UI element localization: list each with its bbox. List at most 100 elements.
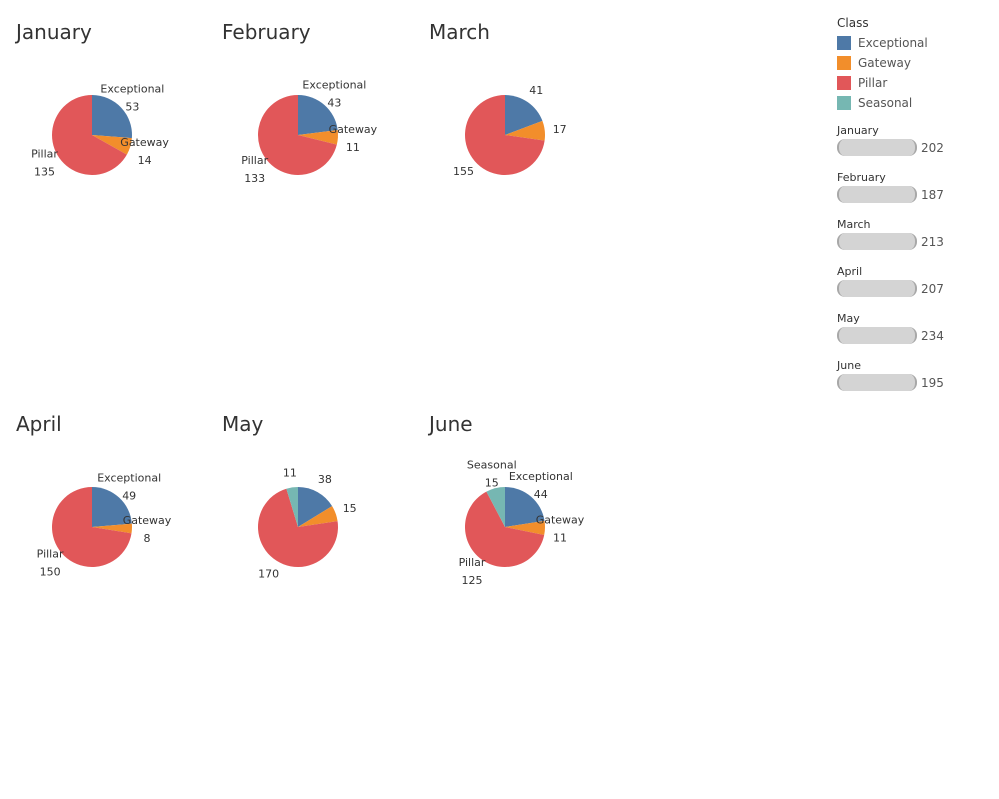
pie-slice-gateway[interactable] [92, 135, 132, 155]
slice-label-name: Gateway [120, 136, 169, 149]
filter-label: June [837, 359, 861, 372]
pie-svg: 38 15 170 11 [257, 467, 357, 581]
slice-label-name: Pillar [459, 556, 486, 569]
filter-label: May [837, 312, 860, 325]
pie-slice-pillar[interactable] [464, 491, 545, 567]
pie-slice-gateway[interactable] [298, 129, 338, 145]
pie-svg: Exceptional 49 Gateway 8 Pillar 150 [37, 472, 172, 579]
pie-svg: Exceptional 44 Gateway 11 Pillar 125 Seasonal 1… [459, 459, 585, 587]
slice-label-value: 125 [462, 574, 483, 587]
slice-label-value: 53 [125, 101, 139, 114]
pie-slice-gateway[interactable] [92, 523, 132, 534]
legend-item-seasonal[interactable]: Seasonal [837, 93, 987, 113]
legend-label: Pillar [858, 76, 888, 90]
slice-label-name: Pillar [31, 148, 58, 161]
pie-slice-exceptional[interactable] [92, 487, 132, 527]
slice-label-value: 170 [258, 568, 279, 581]
chart-title: January [16, 20, 92, 44]
filter-label: January [837, 124, 879, 137]
legend-item-pillar[interactable]: Pillar [837, 73, 987, 93]
pie-chart-january: January Exceptional 53 Gateway 14 Pillar 135 [16, 20, 216, 210]
slice-label-value: 17 [553, 123, 567, 136]
slice-label-name: Seasonal [467, 459, 517, 472]
slice-label-value: 14 [138, 154, 152, 167]
chart-title: April [16, 412, 62, 436]
slice-label-name: Gateway [329, 123, 378, 136]
slice-label-value: 135 [34, 166, 55, 179]
legend-label: Exceptional [858, 36, 928, 50]
pie-slice-exceptional[interactable] [298, 487, 333, 527]
filter-june: June 195 [837, 359, 987, 391]
filter-label: April [837, 265, 863, 278]
range-slider[interactable] [837, 280, 917, 297]
slice-label-value: 8 [144, 532, 151, 545]
chart-title: February [222, 20, 311, 44]
pie-slice-gateway[interactable] [505, 520, 545, 535]
pie-chart-april: April Exceptional 49 Gateway 8 Pillar 150 [16, 412, 216, 602]
range-slider[interactable] [837, 233, 917, 250]
slice-label-value: 15 [485, 477, 499, 490]
filter-value: 234 [921, 328, 944, 343]
pie-slice-pillar[interactable] [257, 488, 338, 568]
pie-chart-may: May 38 15 170 11 [222, 412, 422, 602]
slice-label-name: Exceptional [100, 83, 164, 96]
pie-slice-pillar[interactable] [465, 95, 545, 175]
slice-label-name: Exceptional [509, 470, 573, 483]
pie-slice-pillar[interactable] [258, 95, 337, 176]
chart-title: June [429, 412, 473, 436]
pie-slice-seasonal[interactable] [286, 487, 298, 527]
slice-label-value: 43 [327, 97, 341, 110]
slice-label-name: Pillar [37, 548, 64, 561]
filter-value: 213 [921, 234, 944, 249]
slice-label-name: Gateway [536, 513, 585, 526]
slice-label-value: 44 [534, 488, 548, 501]
filter-january: January 202 [837, 124, 987, 156]
range-slider[interactable] [837, 186, 917, 203]
filter-value: 202 [921, 140, 944, 155]
pie-slice-exceptional[interactable] [298, 95, 338, 135]
pie-slice-seasonal[interactable] [486, 487, 505, 527]
filter-march: March 213 [837, 218, 987, 250]
slice-label-value: 11 [553, 531, 567, 544]
legend-swatch-gateway [837, 56, 851, 70]
slice-label-name: Exceptional [97, 472, 161, 485]
pie-slice-exceptional[interactable] [505, 487, 545, 527]
pie-chart-february: February Exceptional 43 Gateway 11 Pillar 133 [222, 20, 422, 210]
legend-swatch-seasonal [837, 96, 851, 110]
legend-label: Seasonal [858, 96, 913, 110]
chart-title: May [222, 412, 264, 436]
range-slider[interactable] [837, 374, 917, 391]
range-slider[interactable] [837, 139, 917, 156]
legend-item-exceptional[interactable]: Exceptional [837, 33, 987, 53]
legend-label: Gateway [858, 56, 912, 70]
legend-swatch-pillar [837, 76, 851, 90]
filter-value: 195 [921, 375, 944, 390]
pie-slice-exceptional[interactable] [92, 95, 133, 139]
legend-item-gateway[interactable]: Gateway [837, 53, 987, 73]
range-slider[interactable] [837, 327, 917, 344]
pie-slice-pillar[interactable] [51, 487, 132, 567]
pie-slice-gateway[interactable] [298, 506, 338, 527]
slice-label-value: 38 [318, 473, 332, 486]
filter-value: 187 [921, 187, 944, 202]
slice-label-value: 155 [453, 165, 474, 178]
slice-label-name: Gateway [123, 514, 172, 527]
pie-slice-gateway[interactable] [505, 120, 546, 141]
pie-svg: Exceptional 53 Gateway 14 Pillar 135 [31, 83, 169, 179]
pie-svg: Exceptional 43 Gateway 11 Pillar 133 [241, 79, 378, 185]
filter-label: February [837, 171, 886, 184]
pie-svg: 41 17 155 [453, 84, 567, 178]
legend-swatch-exceptional [837, 36, 851, 50]
legend-title: Class [837, 16, 869, 30]
slice-label-value: 133 [244, 172, 265, 185]
pie-chart-march: March 41 17 155 [429, 20, 629, 210]
pie-slice-pillar[interactable] [52, 95, 127, 176]
filter-april: April 207 [837, 265, 987, 297]
filter-may: May 234 [837, 312, 987, 344]
slice-label-value: 11 [283, 467, 297, 480]
slice-label-value: 49 [122, 490, 136, 503]
pie-slice-exceptional[interactable] [505, 94, 543, 135]
slice-label-value: 15 [343, 502, 357, 515]
chart-title: March [429, 20, 490, 44]
pie-chart-june: June Exceptional 44 Gateway 11 Pillar 125 Seaso… [429, 412, 629, 602]
